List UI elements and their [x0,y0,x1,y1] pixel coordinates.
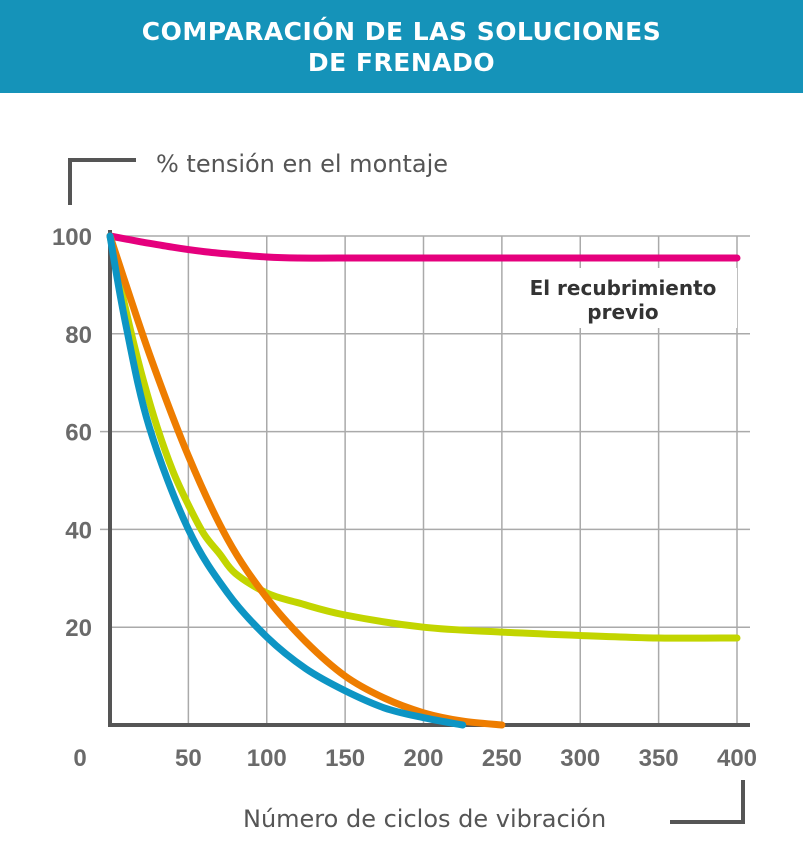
x-tick-label: 50 [175,745,202,772]
tick-labels: 0 50 100 150 200 250 300 350 400 20 40 60 80 100 [52,224,757,772]
x-tick-label: 300 [560,745,600,772]
x-tick-label: 200 [403,745,443,772]
chart-header: COMPARACIÓN DE LAS SOLUCIONES DE FRENADO [0,0,803,93]
y-tick-label: 80 [65,322,92,349]
axis-labels: % tensión en el montaje Número de ciclos… [156,150,606,833]
y-axis-label: % tensión en el montaje [156,150,448,178]
chart-title-line-1: COMPARACIÓN DE LAS SOLUCIONES [141,16,662,46]
chart-series [106,232,741,729]
series-line [106,232,741,642]
x-axis-label: Número de ciclos de vibración [243,805,606,833]
x-label-bracket [670,780,745,824]
y-tick-label: 40 [65,517,92,544]
y-tick-label: 100 [52,224,92,251]
x-tick-label: 100 [247,745,287,772]
series-line [106,232,506,729]
annotation-background [505,268,737,328]
y-tick-label: 60 [65,420,92,447]
series-line [106,232,467,729]
x-tick-label: 400 [717,745,757,772]
x-tick-label: 0 [73,745,86,772]
y-tick-label: 20 [65,615,92,642]
x-tick-label: 350 [639,745,679,772]
series-line [106,232,741,262]
chart-axes [68,158,750,824]
x-tick-label: 250 [482,745,522,772]
chart-title-line-2: DE FRENADO [307,47,496,77]
annotation-line-1: El recubrimiento [530,276,717,300]
x-tick-label: 150 [325,745,365,772]
annotation-line-2: previo [587,300,658,324]
annotation: El recubrimiento previo [530,276,717,324]
y-label-bracket [68,158,136,205]
